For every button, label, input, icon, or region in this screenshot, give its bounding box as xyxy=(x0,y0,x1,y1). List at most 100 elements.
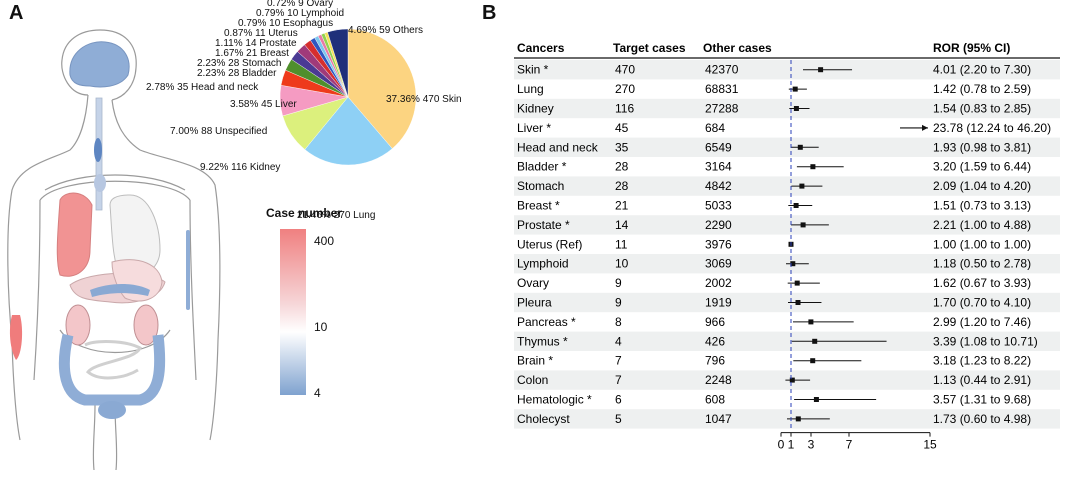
cell-other-cases: 27288 xyxy=(705,102,739,116)
cell-target-cases: 8 xyxy=(615,315,622,329)
pie-slice-skin xyxy=(347,28,417,149)
ror-point xyxy=(793,106,799,111)
cell-target-cases: 11 xyxy=(615,237,628,251)
cell-cancer: Thymus * xyxy=(517,334,568,348)
cell-cancer: Hematologic * xyxy=(517,393,592,407)
ror-point xyxy=(793,203,799,208)
forest-row-uterus-ref: Uterus (Ref) 11 3976 1.00 (1.00 to 1.00) xyxy=(517,237,1031,251)
cell-cancer: Skin * xyxy=(517,63,549,77)
cell-cancer: Bladder * xyxy=(517,160,567,174)
cell-target-cases: 5 xyxy=(615,412,622,426)
cell-cancer: Stomach xyxy=(517,179,564,193)
cell-cancer: Cholecyst xyxy=(517,412,570,426)
forest-row-skin: Skin * 470 42370 4.01 (2.20 to 7.30) xyxy=(514,60,1060,80)
cell-ror: 3.39 (1.08 to 10.71) xyxy=(933,334,1038,348)
cell-cancer: Prostate * xyxy=(517,218,570,232)
row-band xyxy=(514,60,1060,80)
ror-point xyxy=(789,377,795,383)
ror-point xyxy=(800,222,806,228)
forest-axis: 0 1 3 7 15 xyxy=(778,60,937,452)
cell-target-cases: 7 xyxy=(615,354,622,368)
cell-other-cases: 1047 xyxy=(705,412,732,426)
forest-row-stomach: Stomach 28 4842 2.09 (1.04 to 4.20) xyxy=(514,176,1060,196)
pancreas-organ xyxy=(90,284,150,297)
forest-row-cholecyst: Cholecyst 5 1047 1.73 (0.60 to 4.98) xyxy=(514,409,1060,429)
header-other-cases: Other cases xyxy=(703,41,772,55)
row-band xyxy=(514,137,1060,157)
row-band xyxy=(514,331,1060,351)
cell-cancer: Ovary xyxy=(517,276,549,290)
cell-other-cases: 796 xyxy=(705,354,725,368)
forest-row-colon: Colon 7 2248 1.13 (0.44 to 2.91) xyxy=(514,370,1060,390)
ror-point xyxy=(810,164,816,170)
cell-ror: 1.73 (0.60 to 4.98) xyxy=(933,412,1031,426)
cell-ror: 2.09 (1.04 to 4.20) xyxy=(933,179,1031,193)
cell-ror: 2.21 (1.00 to 4.88) xyxy=(933,218,1031,232)
pie-label-uterus: 0.87% 11 Uterus xyxy=(224,28,298,39)
lung-left-organ xyxy=(56,192,93,277)
cell-ror: 1.62 (0.67 to 3.93) xyxy=(933,276,1031,290)
row-band xyxy=(514,98,1060,119)
hematologic-vessel xyxy=(186,230,190,310)
ror-point xyxy=(799,183,805,189)
cell-ror: 2.99 (1.20 to 7.46) xyxy=(933,315,1031,329)
cell-target-cases: 28 xyxy=(615,179,629,193)
cell-ror: 1.00 (1.00 to 1.00) xyxy=(933,237,1031,251)
x-tick-label: 0 xyxy=(778,438,785,452)
cell-target-cases: 9 xyxy=(615,296,622,310)
cell-ror: 1.42 (0.78 to 2.59) xyxy=(933,82,1031,96)
cell-other-cases: 608 xyxy=(705,393,725,407)
cell-ror: 4.01 (2.20 to 7.30) xyxy=(933,63,1031,77)
ror-point xyxy=(818,67,824,73)
cell-cancer: Pleura xyxy=(517,296,552,310)
forest-row-thymus: Thymus * 4 426 3.39 (1.08 to 10.71) xyxy=(514,331,1060,351)
cell-cancer: Liver * xyxy=(517,121,551,135)
x-tick-label: 1 xyxy=(788,438,795,452)
ror-point xyxy=(808,319,814,325)
cell-other-cases: 966 xyxy=(705,315,725,329)
panel-a-letter: A xyxy=(9,2,24,24)
ror-point xyxy=(795,300,801,305)
cell-other-cases: 2002 xyxy=(705,276,732,290)
pie-label-lung: 21.46% 270 Lung xyxy=(297,210,375,221)
cell-other-cases: 2248 xyxy=(705,373,732,387)
forest-plot: Cancers Target cases Other cases ROR (95… xyxy=(514,41,1060,452)
row-band xyxy=(514,215,1060,235)
forest-row-liver: Liver * 45 684 23.78 (12.24 to 46.20) xyxy=(517,121,1051,135)
cell-other-cases: 3069 xyxy=(705,257,732,271)
cell-target-cases: 21 xyxy=(615,199,629,213)
cell-cancer: Uterus (Ref) xyxy=(517,237,582,251)
anatomy-figure xyxy=(7,29,221,471)
cell-target-cases: 270 xyxy=(615,82,635,96)
cell-other-cases: 3164 xyxy=(705,160,732,174)
ror-point xyxy=(812,338,818,344)
pie-slice-others xyxy=(327,28,349,98)
cell-target-cases: 9 xyxy=(615,276,622,290)
cell-ror: 23.78 (12.24 to 46.20) xyxy=(933,121,1051,135)
ror-point xyxy=(810,358,816,364)
forest-rows: Skin * 470 42370 4.01 (2.20 to 7.30) Lung 270… xyxy=(514,60,1060,429)
cell-ror: 1.93 (0.98 to 3.81) xyxy=(933,140,1031,154)
cell-target-cases: 28 xyxy=(615,160,629,174)
cell-cancer: Pancreas * xyxy=(517,315,576,329)
forest-row-prostate: Prostate * 14 2290 2.21 (1.00 to 4.88) xyxy=(514,215,1060,235)
pie-label-liver: 3.58% 45 Liver xyxy=(230,99,297,110)
cell-other-cases: 2290 xyxy=(705,218,732,232)
ror-point xyxy=(813,397,819,402)
panel-b-letter: B xyxy=(482,2,497,24)
cell-target-cases: 7 xyxy=(615,373,622,387)
kidney-left-organ xyxy=(65,304,91,346)
lung-right-organ xyxy=(109,194,161,278)
cell-ror: 1.51 (0.73 to 3.13) xyxy=(933,199,1031,213)
kidney-right-organ xyxy=(133,304,159,346)
pie-label-head-and-neck: 2.78% 35 Head and neck xyxy=(146,82,259,93)
header-cancers: Cancers xyxy=(517,41,565,55)
offscale-arrowhead xyxy=(922,124,928,131)
cell-ror: 3.20 (1.59 to 6.44) xyxy=(933,160,1031,174)
forest-row-kidney: Kidney 116 27288 1.54 (0.83 to 2.85) xyxy=(514,98,1060,119)
cell-target-cases: 10 xyxy=(615,257,629,271)
row-band xyxy=(514,176,1060,196)
forest-row-pleura: Pleura 9 1919 1.70 (0.70 to 4.10) xyxy=(514,292,1060,313)
forest-row-lung: Lung 270 68831 1.42 (0.78 to 2.59) xyxy=(517,82,1031,96)
cell-target-cases: 14 xyxy=(615,218,629,232)
